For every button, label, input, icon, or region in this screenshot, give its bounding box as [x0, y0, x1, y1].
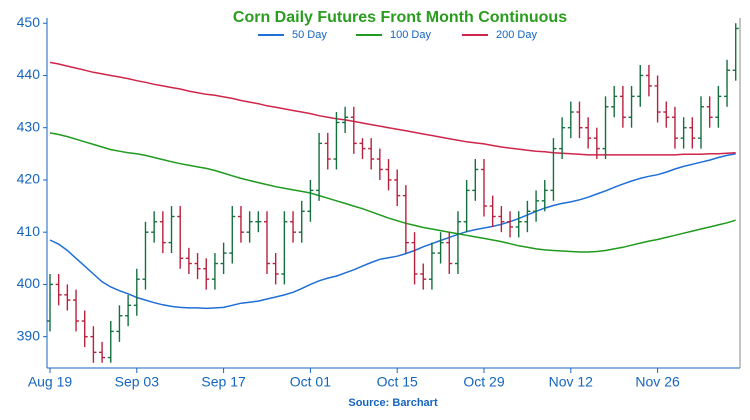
x-tick-label: Sep 03	[115, 374, 160, 390]
x-tick-label: Aug 19	[28, 374, 73, 390]
y-tick-label: 420	[17, 171, 41, 187]
y-tick-label: 450	[17, 14, 41, 30]
x-tick-label: Sep 17	[201, 374, 246, 390]
x-tick-label: Oct 01	[290, 374, 331, 390]
chart-title: Corn Daily Futures Front Month Continuou…	[233, 9, 567, 26]
x-tick-label: Oct 29	[463, 374, 504, 390]
y-tick-label: 440	[17, 66, 41, 82]
x-tick-label: Oct 15	[377, 374, 418, 390]
legend-label: 50 Day	[292, 29, 327, 41]
y-tick-label: 390	[17, 327, 41, 343]
x-tick-label: Nov 26	[635, 374, 680, 390]
ma-line	[49, 153, 736, 310]
y-tick-label: 400	[17, 275, 41, 291]
legend-label: 200 Day	[496, 29, 537, 41]
legend-label: 100 Day	[390, 29, 431, 41]
y-tick-label: 430	[17, 118, 41, 134]
x-tick-label: Nov 12	[549, 374, 594, 390]
source: Source: Barchart	[348, 397, 438, 409]
ma-line	[49, 61, 736, 156]
y-tick-label: 410	[17, 223, 41, 239]
ma-line	[49, 132, 736, 253]
